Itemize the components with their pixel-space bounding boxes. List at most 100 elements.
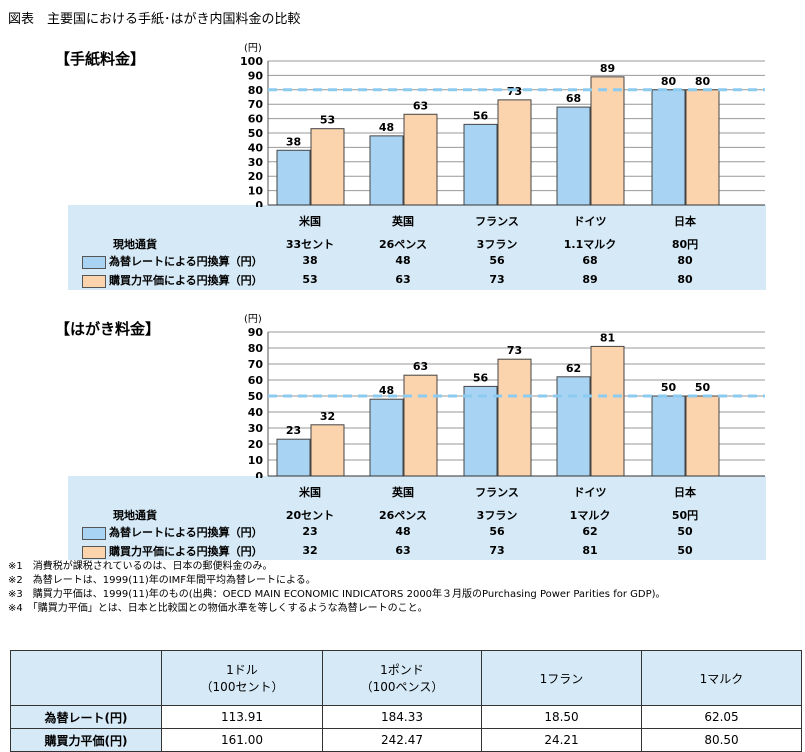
data-label: 80	[661, 75, 677, 88]
local-currency-label: 現地通貨	[113, 509, 157, 522]
data-label: 63	[413, 99, 428, 112]
bar	[685, 395, 720, 477]
row-header: 為替レート(円)	[10, 705, 162, 729]
category-label: 米国	[299, 486, 321, 499]
bar	[403, 374, 438, 477]
table-cell: 18.50	[481, 705, 642, 729]
legend-item: 為替レートによる円換算（円）	[82, 253, 263, 269]
table-cell: 113.91	[161, 705, 323, 729]
data-panel: 米国 33セント 38 53 英国 26ペンス 48 63 フランス 3フラン 56 73 ドイツ 1.1…	[68, 205, 766, 290]
table-value: 38	[302, 254, 318, 267]
data-label: 23	[286, 424, 301, 437]
data-label: 50	[695, 381, 711, 394]
local-price: 26ペンス	[378, 509, 428, 522]
table-value: 56	[489, 525, 505, 538]
bar	[651, 89, 686, 206]
y-tick-label: 30	[248, 422, 264, 435]
chart-title: 【手紙料金】	[55, 50, 146, 68]
bar	[556, 376, 591, 477]
table-cell: 80.50	[641, 728, 802, 752]
bar	[497, 358, 532, 477]
bar	[369, 135, 404, 206]
bar	[369, 398, 404, 477]
category-label: フランス	[475, 486, 519, 499]
data-label: 81	[600, 331, 615, 344]
y-tick-label: 0	[255, 199, 263, 207]
table-value: 32	[302, 544, 318, 557]
bar	[590, 76, 625, 206]
data-label: 56	[473, 109, 489, 122]
table-cell: 242.47	[322, 728, 482, 752]
table-row: 為替レート(円) 113.91 184.33 18.50 62.05	[10, 705, 802, 729]
table-value: 81	[582, 544, 598, 557]
bar	[497, 99, 532, 206]
legend-swatch	[82, 526, 106, 540]
table-cell: 161.00	[161, 728, 323, 752]
local-price: 33セント	[285, 238, 335, 251]
note: ※4 「購買力平価」とは、日本と比較国との物価水準を等しくするような為替レートの…	[8, 603, 428, 614]
figure-title: 図表 主要国における手紙･はがき内国料金の比較	[8, 12, 301, 27]
y-tick-label: 20	[248, 170, 264, 183]
table-row: 購買力平価(円) 161.00 242.47 24.21 80.50	[10, 728, 802, 752]
table-header: 1フラン	[481, 650, 642, 706]
y-tick-label: 40	[248, 406, 264, 419]
legend-swatch	[82, 545, 106, 559]
y-tick-label: 40	[248, 141, 264, 154]
table-header: 1ポンド （100ペンス）	[322, 650, 482, 706]
table-value: 50	[677, 525, 693, 538]
chart-title: 【はがき料金】	[55, 320, 161, 338]
y-tick-label: 80	[248, 342, 264, 355]
local-price: 1.1マルク	[563, 238, 617, 251]
legend-item: 購買力平価による円換算（円）	[82, 543, 263, 559]
table-cell: 184.33	[322, 705, 482, 729]
legend-label: 購買力平価による円換算（円）	[109, 274, 263, 287]
category-label: 日本	[674, 486, 696, 499]
y-tick-label: 80	[248, 84, 264, 97]
table-value: 48	[395, 254, 411, 267]
table-header: 1マルク	[641, 650, 802, 706]
local-price: 1マルク	[569, 509, 611, 522]
table-cell: 62.05	[641, 705, 802, 729]
data-label: 56	[473, 371, 489, 384]
bar	[590, 345, 625, 477]
table-value: 53	[302, 273, 318, 286]
y-tick-label: 70	[248, 98, 264, 111]
row-header: 購買力平価(円)	[10, 728, 162, 752]
y-tick-label: 30	[248, 156, 264, 169]
table-header: 1ドル （100セント）	[161, 650, 323, 706]
table-value: 23	[302, 525, 318, 538]
data-panel: 米国 20セント 23 32 英国 26ペンス 48 63 フランス 3フラン 56 73 ドイツ 1マル…	[68, 476, 766, 560]
legend-label: 為替レートによる円換算（円）	[109, 526, 263, 539]
y-tick-label: 60	[248, 113, 264, 126]
y-tick-label: 50	[248, 127, 264, 140]
bar	[403, 113, 438, 206]
local-price: 3フラン	[476, 238, 518, 251]
note: ※3 購買力平価は、1999(11)年のもの(出典：OECD MAIN ECON…	[8, 589, 666, 600]
y-tick-label: 90	[248, 326, 264, 339]
bar-chart: (円) 0 10 20 30 40 50 60 70 80 90 23 32 48 63 56 73 62 81 50…	[244, 314, 765, 478]
table-value: 73	[489, 273, 505, 286]
y-tick-label: 20	[248, 438, 264, 451]
table-value: 56	[489, 254, 505, 267]
legend-swatch	[82, 274, 106, 288]
bar-chart: (円)0102030405060708090100385348635673688…	[240, 43, 765, 207]
table-value: 89	[582, 273, 598, 286]
bar	[651, 395, 686, 477]
data-label: 32	[320, 410, 335, 423]
table-value: 48	[395, 525, 411, 538]
table-corner	[10, 650, 162, 706]
table-value: 68	[582, 254, 598, 267]
bar	[463, 123, 498, 206]
data-label: 63	[413, 360, 428, 373]
category-label: 英国	[392, 215, 414, 228]
rate-table: 1ドル （100セント） 1ポンド （100ペンス） 1フラン 1マルク 為替レ…	[10, 650, 802, 752]
y-tick-label: 0	[255, 470, 263, 478]
category-label: ドイツ	[573, 215, 607, 228]
legend-item: 為替レートによる円換算（円）	[82, 524, 263, 540]
local-price: 20セント	[285, 509, 335, 522]
local-price: 50円	[671, 509, 699, 522]
data-label: 80	[695, 75, 711, 88]
table-value: 63	[395, 273, 411, 286]
data-label: 48	[379, 121, 394, 134]
note: ※2 為替レートは、1999(11)年のIMF年間平均為替レートによる。	[8, 575, 316, 586]
